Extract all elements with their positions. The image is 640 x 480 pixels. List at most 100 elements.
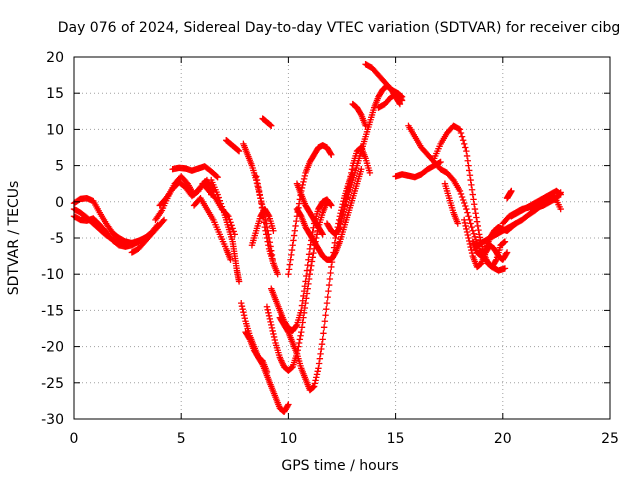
series-track-17 — [259, 115, 275, 129]
series-track-22 — [293, 166, 365, 263]
data-point — [293, 322, 300, 330]
data-point — [238, 299, 245, 307]
data-point — [264, 238, 271, 245]
grid-lines — [74, 57, 610, 419]
data-point — [467, 176, 474, 184]
data-point — [301, 304, 309, 312]
data-point — [265, 211, 272, 219]
data-point — [327, 201, 334, 208]
data-point — [213, 173, 220, 180]
data-point — [254, 180, 261, 187]
data-point — [235, 147, 243, 155]
data-point — [471, 205, 479, 213]
data-point — [295, 200, 303, 207]
series-track-6 — [156, 178, 215, 209]
data-point — [501, 265, 509, 272]
data-point — [461, 140, 468, 148]
data-point — [284, 327, 291, 335]
data-point — [159, 217, 167, 225]
data-point — [303, 290, 311, 297]
data-point — [260, 219, 268, 226]
data-point — [300, 175, 308, 183]
data-point — [296, 336, 304, 343]
data-point — [266, 315, 274, 323]
data-point — [475, 226, 482, 234]
y-axis-label: SDTVAR / TECUs — [6, 181, 22, 296]
data-point — [263, 368, 271, 376]
data-point — [265, 309, 272, 317]
data-point — [313, 231, 321, 238]
series-track-5 — [152, 173, 217, 224]
data-point — [457, 190, 465, 198]
series-track-16 — [253, 173, 281, 278]
data-point — [470, 196, 477, 203]
data-point — [260, 214, 267, 221]
data-point — [328, 151, 335, 158]
data-point — [358, 166, 365, 173]
series-track-26 — [349, 100, 369, 129]
data-point — [348, 166, 356, 173]
data-point — [315, 365, 322, 372]
data-point — [214, 173, 221, 181]
data-point — [474, 222, 481, 230]
series-track-19 — [263, 198, 331, 374]
data-point — [320, 324, 328, 331]
data-point — [306, 271, 314, 278]
data-point — [300, 178, 307, 186]
data-point — [265, 312, 273, 320]
data-point — [454, 220, 461, 227]
data-point — [303, 272, 310, 280]
y-tick-label: -25 — [41, 376, 64, 392]
data-point — [318, 340, 326, 348]
data-point — [461, 219, 469, 227]
data-point — [313, 374, 320, 381]
series-track-11 — [223, 137, 243, 155]
data-point — [268, 321, 275, 329]
data-point — [240, 309, 247, 316]
data-point — [300, 309, 308, 317]
data-point — [321, 318, 329, 325]
y-tick-label: 15 — [46, 86, 64, 102]
data-point — [503, 249, 511, 256]
data-point — [297, 332, 304, 339]
data-point — [357, 110, 364, 117]
data-point — [263, 303, 271, 310]
data-point — [318, 345, 325, 353]
data-point — [224, 211, 231, 219]
data-point — [305, 280, 312, 288]
data-point — [301, 172, 309, 180]
series-track-23 — [293, 180, 326, 238]
data-point — [229, 225, 236, 232]
data-point — [308, 262, 315, 269]
data-point — [311, 380, 319, 387]
axis-ticks: 0 5 10 15 20 25 -30 -25 -20 -15 -10 -5 0 5 10 15 20 — [41, 50, 619, 447]
chart-title: Day 076 of 2024, Sidereal Day-to-day VTE… — [58, 20, 621, 36]
data-point — [263, 234, 271, 242]
data-point — [258, 204, 266, 212]
x-tick-label: 10 — [279, 431, 297, 447]
x-axis-label: GPS time / hours — [281, 458, 398, 474]
data-point — [253, 173, 260, 180]
x-tick-label: 0 — [70, 431, 79, 447]
data-point — [268, 122, 275, 129]
data-point — [285, 401, 292, 408]
data-point — [267, 318, 274, 326]
data-point — [466, 216, 473, 224]
data-point — [461, 216, 468, 224]
series-track-3 — [70, 213, 161, 250]
data-point — [309, 254, 316, 261]
data-point — [458, 193, 466, 201]
data-point — [319, 336, 326, 343]
data-point — [328, 202, 335, 209]
data-point — [270, 333, 278, 341]
data-point — [476, 231, 483, 238]
data-point — [469, 227, 476, 234]
data-point — [471, 201, 478, 208]
data-point — [245, 334, 253, 342]
data-point — [258, 199, 265, 207]
data-point — [298, 324, 306, 331]
data-point — [305, 251, 313, 258]
data-point — [227, 219, 234, 226]
data-point — [268, 324, 276, 332]
data-point — [556, 190, 564, 197]
